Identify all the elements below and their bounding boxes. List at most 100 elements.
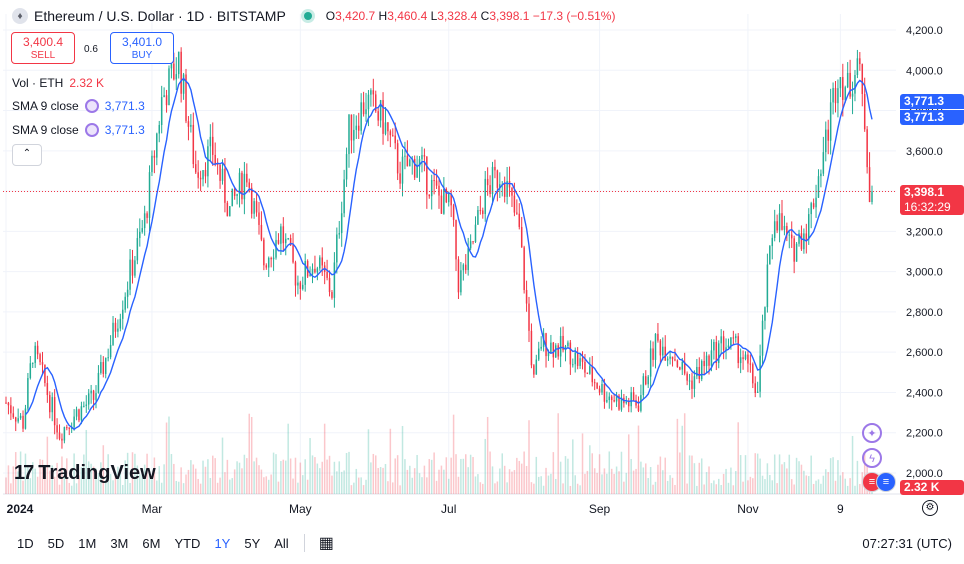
volume-bar xyxy=(666,480,669,494)
candle-body xyxy=(280,226,282,244)
candle-body xyxy=(66,427,68,429)
range-button-1d[interactable]: 1D xyxy=(17,535,34,551)
candle-body xyxy=(846,72,849,88)
candle-body xyxy=(720,336,722,344)
buy-button[interactable]: 3,401.0 BUY xyxy=(110,32,174,64)
sma-legend-1[interactable]: SMA 9 close 3,771.3 xyxy=(12,99,145,113)
volume-bar xyxy=(615,466,618,494)
candle-body xyxy=(854,74,856,94)
volume-bar xyxy=(773,454,776,494)
volume-bar xyxy=(270,474,272,494)
volume-bar xyxy=(177,481,180,494)
buy-price: 3,401.0 xyxy=(121,35,163,49)
candle-body xyxy=(812,203,815,208)
us-flag-icon[interactable]: ≡ xyxy=(876,472,896,492)
volume-bar xyxy=(411,477,413,494)
volume-bar xyxy=(112,480,114,494)
volume-bar xyxy=(379,467,382,494)
volume-bar xyxy=(170,454,173,494)
volume-bar xyxy=(306,479,309,494)
candle-body xyxy=(530,330,533,366)
volume-bar xyxy=(117,466,119,494)
volume-bar xyxy=(722,473,725,494)
clock[interactable]: 07:27:31 (UTC) xyxy=(862,535,952,551)
volume-bar xyxy=(226,459,229,494)
candle-body xyxy=(744,354,747,360)
date-range-calendar-icon[interactable]: ▦ xyxy=(318,535,334,552)
range-button-ytd[interactable]: YTD xyxy=(174,535,201,551)
candle-body xyxy=(725,347,727,351)
candle-body xyxy=(226,202,229,217)
volume-bar xyxy=(520,463,523,494)
candle-body xyxy=(790,234,793,239)
range-button-1y[interactable]: 1Y xyxy=(214,535,231,551)
candle-body xyxy=(627,401,630,407)
tradingview-watermark[interactable]: 17 TradingView xyxy=(14,462,156,485)
volume-bar xyxy=(27,464,29,494)
volume-bar xyxy=(233,469,236,494)
symbol-header[interactable]: ♦ Ethereum / U.S. Dollar · 1D · BITSTAMP… xyxy=(12,8,615,24)
candle-body xyxy=(87,393,90,405)
candle-body xyxy=(85,404,88,406)
candle-body xyxy=(370,90,372,95)
candle-body xyxy=(314,268,316,273)
candle-body xyxy=(717,343,720,363)
candle-body xyxy=(708,355,710,366)
candle-body xyxy=(143,213,146,229)
volume-bar xyxy=(727,482,730,494)
candle-body xyxy=(423,155,426,157)
volume-bar xyxy=(253,461,255,494)
candle-body xyxy=(409,159,411,167)
volume-bar xyxy=(669,475,671,494)
candle-body xyxy=(36,345,39,355)
volume-bar xyxy=(204,466,207,494)
sell-button[interactable]: 3,400.4 SELL xyxy=(11,32,75,64)
volume-bar xyxy=(107,454,109,494)
ideas-icon[interactable]: ✦ xyxy=(862,423,882,443)
chart-settings-gear-icon[interactable]: ⚙ xyxy=(922,500,938,516)
candle-body xyxy=(175,74,178,80)
candle-body xyxy=(533,365,535,375)
volume-bar xyxy=(691,455,693,494)
candle-body xyxy=(710,350,713,366)
volume-bar xyxy=(61,456,63,494)
candle-body xyxy=(367,94,370,110)
symbol-title[interactable]: Ethereum / U.S. Dollar · 1D · BITSTAMP xyxy=(34,8,286,24)
volume-bar xyxy=(598,454,601,494)
range-button-1m[interactable]: 1M xyxy=(78,535,97,551)
sma-legend-2[interactable]: SMA 9 close 3,771.3 xyxy=(12,123,145,137)
candle-body xyxy=(555,345,557,358)
volume-bar xyxy=(834,480,837,494)
volume-bar xyxy=(501,453,503,494)
volume-bar xyxy=(63,468,66,494)
volume-bar xyxy=(331,475,333,494)
candle-body xyxy=(832,87,834,103)
candle-body xyxy=(499,184,501,188)
range-button-5y[interactable]: 5Y xyxy=(244,535,261,551)
volume-legend[interactable]: Vol · ETH 2.32 K xyxy=(12,76,104,90)
collapse-legend-button[interactable]: ⌃ xyxy=(12,144,42,166)
range-button-6m[interactable]: 6M xyxy=(142,535,161,551)
candle-body xyxy=(202,170,204,180)
volume-bar xyxy=(399,485,401,494)
candle-body xyxy=(803,233,805,250)
candle-body xyxy=(418,159,421,167)
volume-bar xyxy=(87,461,90,494)
candle-body xyxy=(562,335,564,351)
range-button-all[interactable]: All xyxy=(274,535,289,551)
price-tick-label: 4,200.0 xyxy=(906,25,943,37)
sync-icon[interactable] xyxy=(84,123,99,137)
volume-bar xyxy=(134,453,136,494)
candle-body xyxy=(190,124,192,127)
range-button-3m[interactable]: 3M xyxy=(110,535,129,551)
candle-body xyxy=(662,346,664,356)
candle-body xyxy=(207,146,209,177)
range-button-5d[interactable]: 5D xyxy=(47,535,65,551)
candle-body xyxy=(584,361,586,373)
candle-body xyxy=(474,224,477,242)
candle-body xyxy=(547,352,550,357)
volume-bar xyxy=(323,423,326,494)
candle-body xyxy=(443,188,445,214)
events-icon[interactable]: ϟ xyxy=(862,448,882,468)
sync-icon[interactable] xyxy=(84,99,99,113)
